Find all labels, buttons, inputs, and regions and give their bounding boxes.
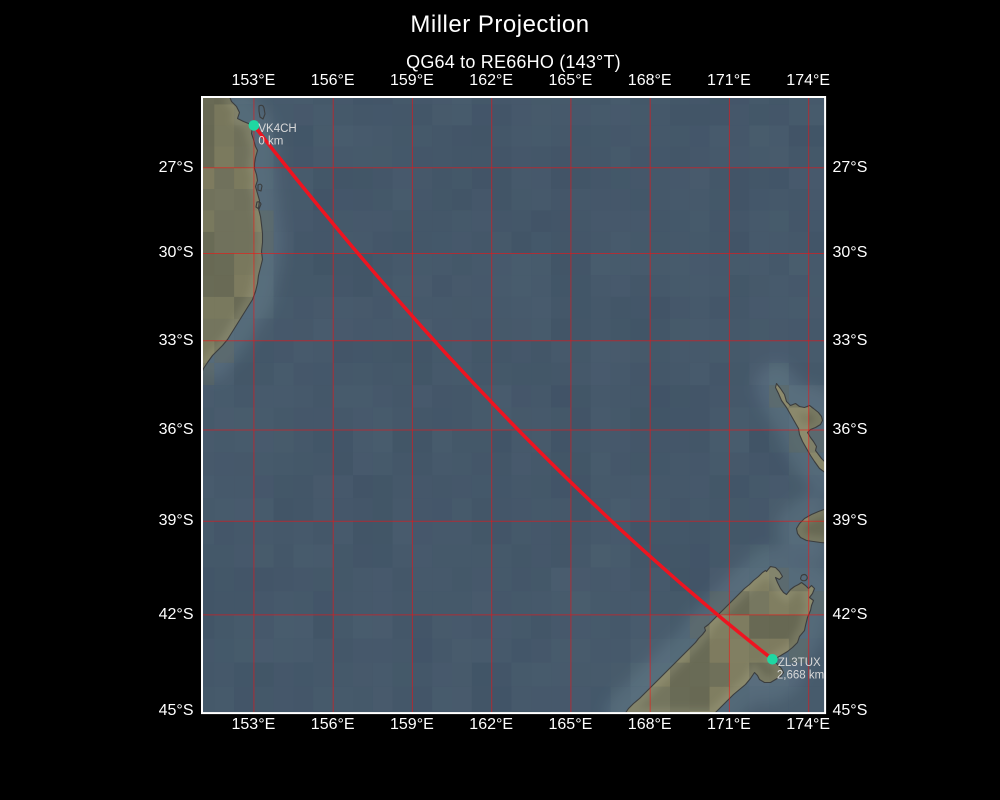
svg-text:ZL3TUX: ZL3TUX (777, 656, 820, 668)
svg-text:2,668 km: 2,668 km (776, 669, 823, 681)
svg-text:0 km: 0 km (258, 135, 283, 147)
svg-text:VK4CH: VK4CH (258, 122, 296, 134)
